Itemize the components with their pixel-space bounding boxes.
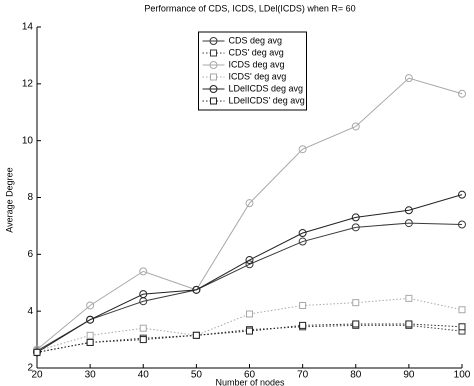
data-point [245, 260, 254, 269]
data-point [298, 145, 307, 154]
data-point [298, 229, 307, 238]
legend-marker [210, 49, 217, 57]
y-tick-label: 12 [22, 78, 34, 89]
data-point [351, 122, 360, 131]
y-tick-label: 2 [27, 363, 33, 374]
data-point [139, 290, 148, 299]
data-point [458, 323, 466, 331]
data-point [139, 267, 148, 276]
data-point [405, 294, 413, 302]
x-tick-label: 90 [403, 370, 415, 381]
data-point [192, 331, 200, 339]
series-line [36, 77, 463, 350]
data-point [351, 223, 360, 232]
legend-marker [210, 73, 217, 81]
data-point [405, 320, 413, 328]
series-line [36, 194, 463, 353]
data-point [246, 327, 253, 335]
x-tick-label: 20 [31, 370, 43, 381]
legend-marker [209, 37, 218, 45]
data-point [458, 306, 466, 314]
chart-title: Performance of CDS, ICDS, LDel(ICDS) whe… [144, 3, 355, 13]
data-point [404, 219, 413, 228]
data-point [86, 338, 94, 346]
legend-label: CDS deg avg [229, 35, 283, 45]
data-point [86, 301, 95, 310]
data-point [352, 299, 360, 307]
data-point [352, 320, 360, 328]
legend-label: ICDS' deg avg [229, 71, 287, 81]
series-line [36, 222, 463, 352]
legend-marker [209, 85, 218, 93]
data-point [139, 336, 147, 344]
y-tick-label: 8 [27, 192, 33, 203]
y-tick-label: 10 [22, 135, 34, 146]
x-tick-label: 30 [85, 370, 97, 381]
data-point [404, 206, 413, 215]
legend-box [198, 31, 307, 111]
data-point [404, 74, 413, 83]
data-point [192, 285, 201, 294]
y-tick-label: 4 [27, 306, 33, 317]
data-point [33, 348, 41, 356]
series-line [36, 297, 463, 352]
x-tick-label: 70 [297, 370, 309, 381]
legend-label: LDelICDS' deg avg [229, 95, 305, 105]
legend-marker [209, 61, 218, 69]
data-point [86, 315, 95, 324]
x-tick-label: 60 [244, 370, 256, 381]
y-tick-label: 6 [27, 249, 33, 260]
y-tick-label: 14 [22, 22, 34, 33]
x-tick-label: 80 [350, 370, 362, 381]
data-point [351, 213, 360, 222]
legend-label: CDS' deg avg [229, 47, 284, 57]
data-point [299, 301, 307, 309]
legend-marker [210, 97, 217, 105]
data-point [246, 310, 253, 318]
data-point [245, 199, 254, 208]
y-axis-label: Average Degree [4, 167, 14, 232]
data-point [458, 89, 466, 98]
legend-label: LDelICDS deg avg [229, 83, 304, 93]
x-axis-label: Number of nodes [215, 377, 285, 386]
legend-label: ICDS deg avg [229, 59, 285, 69]
data-point [458, 190, 466, 199]
data-point [86, 331, 94, 339]
data-point [299, 321, 307, 329]
x-tick-label: 100 [454, 370, 471, 381]
x-tick-label: 40 [138, 370, 150, 381]
data-point [458, 220, 466, 229]
data-point [298, 237, 307, 246]
data-point [245, 256, 254, 265]
x-tick-label: 50 [191, 370, 203, 381]
data-point [139, 324, 147, 332]
